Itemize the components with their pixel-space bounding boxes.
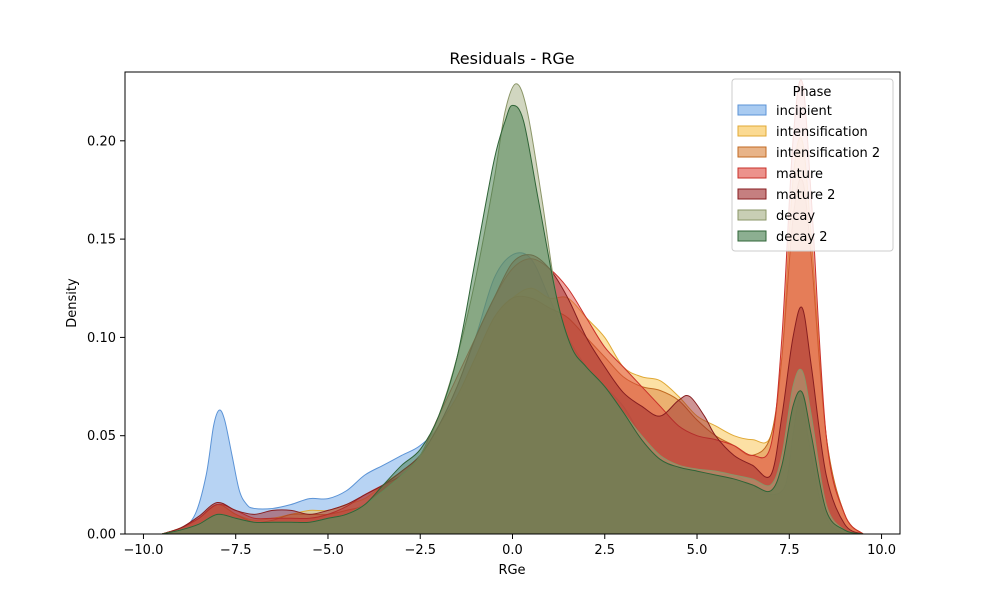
legend-swatch <box>737 167 767 179</box>
legend-swatch <box>737 125 767 137</box>
x-tick-label: 10.0 <box>867 543 896 558</box>
legend-swatch <box>737 209 767 221</box>
legend-label: mature <box>776 167 823 182</box>
legend-label: mature 2 <box>776 188 835 203</box>
y-tick-label: 0.20 <box>87 134 116 149</box>
legend-label: decay 2 <box>776 230 827 245</box>
y-axis: 0.00 0.05 0.10 0.15 0.20 <box>87 134 125 543</box>
legend-label: intensification 2 <box>776 146 880 161</box>
legend-swatch <box>737 188 767 200</box>
y-tick-label: 0.05 <box>87 429 116 444</box>
legend-swatch <box>737 146 767 158</box>
legend: Phase incipient intensification intensific… <box>731 78 894 252</box>
legend-frame <box>731 78 894 252</box>
x-tick-label: 2.5 <box>594 543 615 558</box>
x-tick-label: −7.5 <box>220 543 252 558</box>
legend-items: incipient intensification intensification … <box>737 104 880 245</box>
x-tick-label: −10.0 <box>124 543 164 558</box>
y-tick-label: 0.10 <box>87 331 116 346</box>
legend-swatch <box>737 104 767 116</box>
legend-label: intensification <box>776 125 868 140</box>
legend-title: Phase <box>793 85 832 100</box>
legend-label: decay <box>776 209 815 224</box>
y-tick-label: 0.15 <box>87 233 116 248</box>
legend-swatch <box>737 230 767 242</box>
series-layer <box>161 79 864 535</box>
x-tick-label: 5.0 <box>687 543 708 558</box>
density-area-decay-2 <box>161 105 864 535</box>
x-tick-label: 0.0 <box>502 543 523 558</box>
y-axis-label: Density <box>65 278 80 328</box>
x-tick-label: −5.0 <box>312 543 344 558</box>
x-axis-label: RGe <box>498 563 525 578</box>
y-tick-label: 0.00 <box>87 528 116 543</box>
density-line-decay-2 <box>161 104 864 535</box>
chart-title: Residuals - RGe <box>449 49 574 68</box>
x-tick-label: −2.5 <box>404 543 436 558</box>
x-axis: −10.0 −7.5 −5.0 −2.5 0.0 2.5 5.0 7.5 10.0 <box>124 534 896 558</box>
legend-label: incipient <box>776 104 832 119</box>
x-tick-label: 7.5 <box>779 543 800 558</box>
